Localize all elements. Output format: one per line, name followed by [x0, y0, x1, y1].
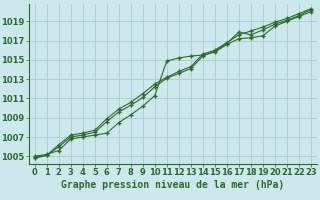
- X-axis label: Graphe pression niveau de la mer (hPa): Graphe pression niveau de la mer (hPa): [61, 180, 284, 190]
